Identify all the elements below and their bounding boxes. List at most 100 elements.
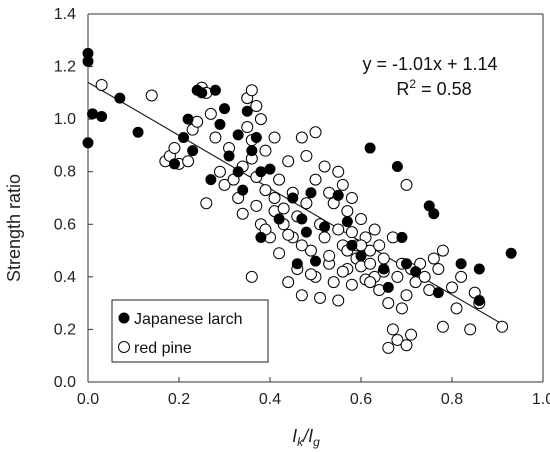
r-squared-exponent: 2 [409, 77, 416, 91]
y-tick-label: 0.6 [54, 216, 76, 233]
point-japanese-larch [82, 137, 94, 149]
legend-marker-red-pine [118, 341, 130, 353]
point-red-pine [300, 149, 313, 162]
point-japanese-larch [355, 250, 367, 262]
point-red-pine [273, 173, 286, 186]
x-tick-label: 1.0 [532, 391, 550, 408]
point-japanese-larch [241, 105, 253, 117]
point-red-pine [282, 155, 295, 168]
point-red-pine [182, 155, 195, 168]
legend-marker-japanese-larch [118, 312, 130, 324]
point-japanese-larch [255, 166, 267, 178]
point-red-pine [300, 197, 313, 210]
point-red-pine [236, 207, 249, 220]
point-red-pine [496, 320, 509, 333]
point-red-pine [336, 178, 349, 191]
point-red-pine [345, 192, 358, 204]
point-red-pine [455, 270, 468, 283]
legend-box [111, 299, 269, 363]
y-tick-label: 1.0 [54, 111, 76, 128]
x-axis-title-sub-g: g [313, 435, 320, 449]
point-japanese-larch [319, 221, 331, 233]
point-red-pine [295, 239, 308, 252]
point-japanese-larch [432, 287, 444, 299]
point-japanese-larch [396, 231, 408, 243]
point-red-pine [427, 252, 440, 265]
point-red-pine [323, 249, 336, 262]
point-red-pine [332, 294, 345, 307]
point-japanese-larch [182, 113, 194, 125]
point-japanese-larch [391, 160, 403, 172]
point-japanese-larch [364, 142, 376, 154]
point-red-pine [145, 89, 158, 102]
point-red-pine [345, 278, 358, 291]
x-tick-label: 0.6 [350, 391, 372, 408]
x-tick-label: 0.4 [259, 391, 281, 408]
x-tick-label: 0.0 [77, 391, 99, 408]
point-red-pine [450, 302, 463, 315]
point-red-pine [209, 131, 222, 144]
point-japanese-larch [341, 216, 353, 228]
point-red-pine [364, 257, 377, 270]
y-tick-label: 0.0 [54, 374, 76, 391]
point-red-pine [259, 184, 272, 197]
legend-label-japanese-larch: Japanese larch [134, 311, 243, 328]
point-japanese-larch [455, 258, 467, 270]
point-red-pine [446, 281, 458, 294]
point-red-pine [218, 178, 231, 191]
point-japanese-larch [87, 108, 99, 120]
point-japanese-larch [332, 189, 344, 201]
point-japanese-larch [246, 145, 258, 157]
point-red-pine [382, 341, 395, 354]
point-red-pine [314, 291, 327, 304]
trendline-layer [87, 81, 507, 328]
y-tick-label: 1.4 [54, 6, 76, 23]
y-tick-label: 0.2 [54, 321, 76, 338]
point-red-pine [341, 205, 354, 218]
point-red-pine [250, 100, 263, 112]
point-red-pine [282, 276, 295, 289]
x-tick-label: 0.8 [441, 391, 463, 408]
r-squared-prefix: R [396, 79, 409, 99]
point-red-pine [355, 213, 367, 226]
y-tick-label: 0.4 [54, 269, 76, 286]
point-japanese-larch [132, 126, 144, 138]
point-japanese-larch [310, 255, 321, 267]
point-red-pine [364, 244, 377, 257]
regression-equation: y = -1.01x + 1.14 [362, 54, 497, 74]
point-red-pine [391, 270, 404, 283]
point-red-pine [282, 228, 295, 241]
point-red-pine [254, 113, 267, 126]
point-japanese-larch [196, 87, 208, 99]
point-japanese-larch [401, 258, 412, 270]
point-red-pine [309, 173, 322, 186]
point-red-pine [382, 297, 395, 310]
point-red-pine [400, 289, 413, 302]
x-axis-title-separator: /I [301, 426, 313, 446]
point-red-pine [95, 78, 108, 91]
point-japanese-larch [82, 55, 94, 67]
point-japanese-larch [346, 239, 358, 251]
point-red-pine [304, 244, 317, 257]
point-red-pine [213, 165, 226, 178]
y-tick-label: 1.2 [54, 59, 76, 76]
point-japanese-larch [232, 166, 244, 178]
x-axis-title-main: I [292, 426, 297, 446]
point-japanese-larch [287, 192, 299, 204]
points-layer [82, 47, 517, 354]
point-red-pine [386, 323, 399, 336]
point-japanese-larch [205, 174, 217, 186]
point-japanese-larch [255, 231, 267, 243]
point-japanese-larch [232, 129, 244, 141]
point-japanese-larch [237, 184, 249, 196]
x-tick-label: 0.2 [168, 391, 190, 408]
point-red-pine [245, 270, 258, 283]
point-red-pine [364, 276, 377, 289]
point-japanese-larch [96, 111, 108, 123]
r-squared-label: R2 = 0.58 [396, 77, 471, 99]
point-japanese-larch [168, 158, 180, 170]
point-red-pine [373, 239, 386, 252]
point-red-pine [436, 244, 449, 257]
